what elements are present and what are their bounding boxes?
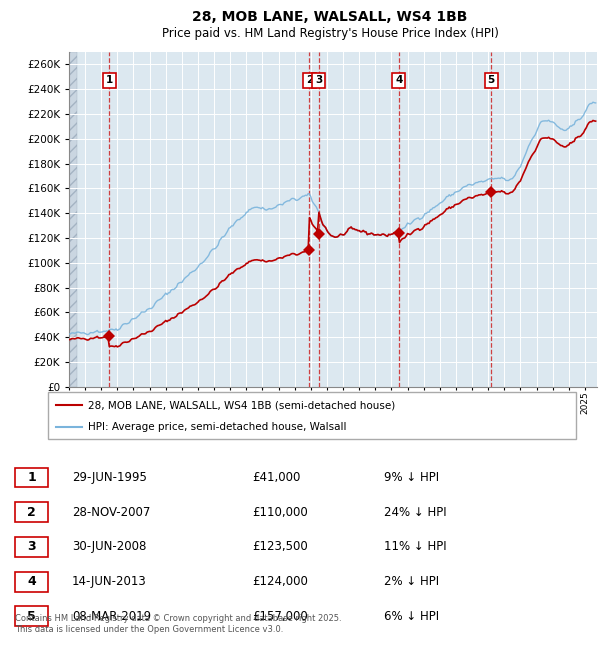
Text: 6% ↓ HPI: 6% ↓ HPI	[384, 610, 439, 623]
FancyBboxPatch shape	[15, 467, 48, 488]
Text: 30-JUN-2008: 30-JUN-2008	[72, 540, 146, 553]
Text: 5: 5	[487, 75, 495, 85]
Bar	[69, 52, 77, 387]
Text: 3: 3	[315, 75, 322, 85]
Text: HPI: Average price, semi-detached house, Walsall: HPI: Average price, semi-detached house,…	[88, 422, 346, 432]
Text: £110,000: £110,000	[252, 506, 308, 519]
Text: 28, MOB LANE, WALSALL, WS4 1BB (semi-detached house): 28, MOB LANE, WALSALL, WS4 1BB (semi-det…	[88, 400, 395, 410]
Text: 2% ↓ HPI: 2% ↓ HPI	[384, 575, 439, 588]
FancyBboxPatch shape	[15, 502, 48, 522]
Text: 28, MOB LANE, WALSALL, WS4 1BB: 28, MOB LANE, WALSALL, WS4 1BB	[193, 10, 467, 24]
Text: 28-NOV-2007: 28-NOV-2007	[72, 506, 151, 519]
Text: 4: 4	[27, 575, 36, 588]
Text: 4: 4	[395, 75, 403, 85]
Text: 08-MAR-2019: 08-MAR-2019	[72, 610, 151, 623]
Text: 3: 3	[27, 540, 36, 553]
Text: 14-JUN-2013: 14-JUN-2013	[72, 575, 147, 588]
Text: £124,000: £124,000	[252, 575, 308, 588]
Text: 1: 1	[27, 471, 36, 484]
FancyBboxPatch shape	[15, 606, 48, 626]
Text: 5: 5	[27, 610, 36, 623]
Text: £157,000: £157,000	[252, 610, 308, 623]
Text: 2: 2	[27, 506, 36, 519]
Text: £123,500: £123,500	[252, 540, 308, 553]
Text: 24% ↓ HPI: 24% ↓ HPI	[384, 506, 446, 519]
Text: 11% ↓ HPI: 11% ↓ HPI	[384, 540, 446, 553]
FancyBboxPatch shape	[15, 572, 48, 592]
Text: 9% ↓ HPI: 9% ↓ HPI	[384, 471, 439, 484]
Text: Contains HM Land Registry data © Crown copyright and database right 2025.
This d: Contains HM Land Registry data © Crown c…	[15, 614, 341, 634]
Text: £41,000: £41,000	[252, 471, 301, 484]
Text: 1: 1	[106, 75, 113, 85]
Text: 29-JUN-1995: 29-JUN-1995	[72, 471, 147, 484]
FancyBboxPatch shape	[15, 537, 48, 557]
Text: 2: 2	[306, 75, 313, 85]
Text: Price paid vs. HM Land Registry's House Price Index (HPI): Price paid vs. HM Land Registry's House …	[161, 27, 499, 40]
FancyBboxPatch shape	[48, 392, 576, 439]
